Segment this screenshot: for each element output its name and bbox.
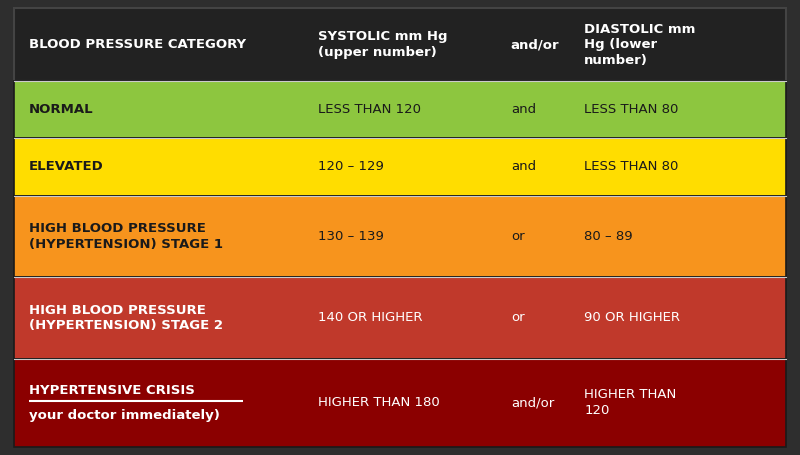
- Text: and/or: and/or: [511, 38, 559, 51]
- Text: 90 OR HIGHER: 90 OR HIGHER: [584, 311, 680, 324]
- Text: or: or: [511, 311, 525, 324]
- Text: 120 – 129: 120 – 129: [318, 160, 384, 173]
- Text: or: or: [511, 230, 525, 243]
- Text: HYPERTENSIVE CRISIS: HYPERTENSIVE CRISIS: [29, 384, 194, 397]
- Text: and: and: [511, 160, 536, 173]
- Bar: [14, 81, 786, 138]
- Text: 80 – 89: 80 – 89: [584, 230, 633, 243]
- Text: and: and: [511, 103, 536, 116]
- Bar: [14, 277, 786, 359]
- Text: SYSTOLIC mm Hg
(upper number): SYSTOLIC mm Hg (upper number): [318, 30, 447, 59]
- Text: LESS THAN 80: LESS THAN 80: [584, 103, 678, 116]
- Text: LESS THAN 80: LESS THAN 80: [584, 160, 678, 173]
- Text: LESS THAN 120: LESS THAN 120: [318, 103, 421, 116]
- Text: HIGH BLOOD PRESSURE
(HYPERTENSION) STAGE 1: HIGH BLOOD PRESSURE (HYPERTENSION) STAGE…: [29, 222, 222, 251]
- Text: BLOOD PRESSURE CATEGORY: BLOOD PRESSURE CATEGORY: [29, 38, 246, 51]
- Text: NORMAL: NORMAL: [29, 103, 94, 116]
- Text: HIGHER THAN 180: HIGHER THAN 180: [318, 396, 440, 409]
- Bar: [14, 359, 786, 447]
- Bar: [14, 8, 786, 81]
- Text: HIGH BLOOD PRESSURE
(HYPERTENSION) STAGE 2: HIGH BLOOD PRESSURE (HYPERTENSION) STAGE…: [29, 303, 222, 332]
- Bar: [14, 138, 786, 196]
- Text: HIGHER THAN
120: HIGHER THAN 120: [584, 389, 676, 417]
- Text: ELEVATED: ELEVATED: [29, 160, 103, 173]
- Text: and/or: and/or: [511, 396, 554, 409]
- Text: 130 – 139: 130 – 139: [318, 230, 384, 243]
- Text: your doctor immediately): your doctor immediately): [29, 409, 220, 422]
- Text: DIASTOLIC mm
Hg (lower
number): DIASTOLIC mm Hg (lower number): [584, 23, 695, 66]
- Bar: [14, 196, 786, 277]
- Text: 140 OR HIGHER: 140 OR HIGHER: [318, 311, 422, 324]
